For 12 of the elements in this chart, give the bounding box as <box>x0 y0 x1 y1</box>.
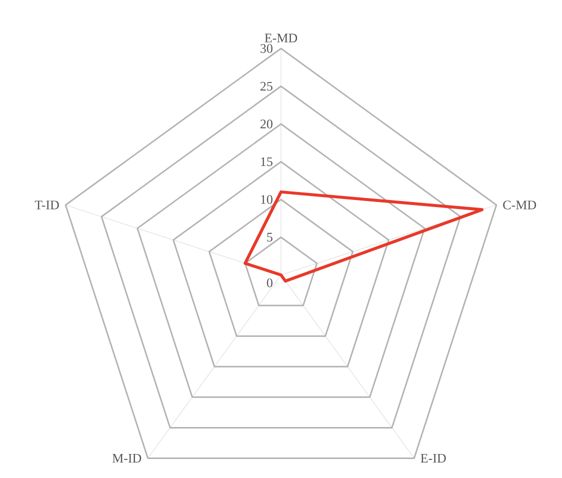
spoke-label: C-MD <box>503 200 536 210</box>
y-tick-label: 5 <box>267 232 272 242</box>
y-tick-label: 25 <box>260 82 272 91</box>
spoke-label: T-ID <box>34 200 59 210</box>
y-tick-label: 30 <box>260 44 272 53</box>
spoke-label: E-ID <box>420 454 446 463</box>
y-tick-label: 10 <box>261 195 272 204</box>
y-tick-label: 20 <box>260 120 272 128</box>
y-tick-label: 15 <box>261 157 272 166</box>
spoke-label: M-ID <box>112 454 142 463</box>
y-tick-label: 0 <box>266 278 272 288</box>
spoke-label: E-MD <box>264 34 298 42</box>
